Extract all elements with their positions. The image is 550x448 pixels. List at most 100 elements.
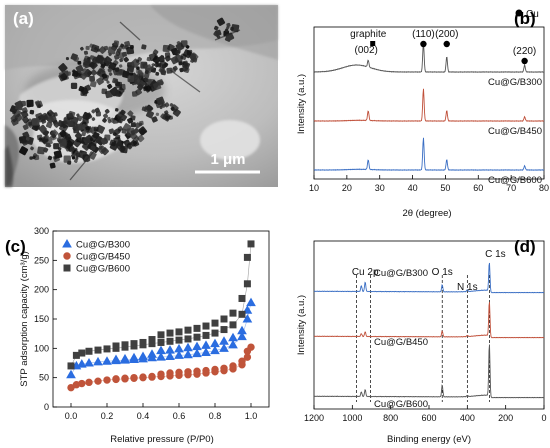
tem-particle bbox=[170, 56, 179, 65]
tem-particle bbox=[29, 109, 35, 115]
tem-particle bbox=[109, 139, 117, 147]
bet-point-cu-g-b450 bbox=[220, 364, 228, 372]
bet-point-cu-g-b450 bbox=[175, 368, 183, 377]
bet-y-tick-label: 50 bbox=[39, 373, 49, 383]
bet-point-cu-g-b450 bbox=[139, 373, 147, 381]
tem-particle bbox=[134, 136, 140, 142]
tem-particle bbox=[102, 117, 107, 123]
xrd-series-label-cu-g-b600: Cu@G/B600 bbox=[488, 175, 542, 186]
tem-particle bbox=[81, 131, 86, 137]
tem-particle bbox=[37, 146, 46, 155]
tem-particle bbox=[51, 133, 57, 139]
bet-point-cu-g-b600 bbox=[202, 331, 210, 339]
xrd-series-label-cu-g-b450: Cu@G/B450 bbox=[488, 126, 542, 137]
bet-y-tick-label: 250 bbox=[34, 255, 49, 265]
panel-label-d: (d) bbox=[514, 237, 536, 256]
tem-graphene-flake bbox=[214, 29, 241, 41]
tem-particle bbox=[178, 61, 183, 66]
tem-particle bbox=[67, 120, 74, 128]
tem-particle bbox=[87, 71, 92, 76]
tem-particle bbox=[96, 124, 105, 134]
xps-x-axis: 1200 1000 800 600 400 200 0 bbox=[304, 405, 547, 423]
xrd-x-tick-label: 70 bbox=[506, 183, 516, 193]
panel-d: (d) 1200 1000 800 600 400 200 0 Binding energy… bbox=[296, 237, 547, 445]
bet-point-cu-g-b300 bbox=[219, 343, 229, 352]
xrd-line-cu-g-b600 bbox=[313, 137, 545, 171]
bet-point-cu-g-b600 bbox=[247, 240, 255, 248]
bet-point-cu-g-b600 bbox=[166, 329, 174, 337]
tem-particle bbox=[115, 108, 119, 112]
panel-c: (c) 0.0 0.2 0.4 0.6 0.8 1.0 0 50 100 150 200 250 300… bbox=[5, 226, 270, 445]
bet-point-cu-g-b600 bbox=[243, 253, 251, 261]
tem-particle bbox=[145, 110, 155, 119]
tem-particle bbox=[127, 110, 134, 117]
tem-particle bbox=[59, 139, 63, 143]
tem-particle bbox=[81, 68, 91, 78]
tem-particle bbox=[107, 119, 112, 124]
bet-x-axis-label: Relative pressure (P/P0) bbox=[110, 434, 213, 445]
xrd-peak-label: graphite bbox=[350, 29, 387, 40]
xps-line-cu-g-b600 bbox=[313, 344, 545, 399]
bet-point-cu-g-b300 bbox=[210, 345, 220, 355]
tem-particle bbox=[126, 46, 135, 55]
tem-particle bbox=[213, 25, 219, 31]
bet-point-cu-g-b450 bbox=[148, 372, 156, 381]
bet-x-tick-label: 1.0 bbox=[245, 411, 258, 421]
tem-particle bbox=[160, 113, 167, 120]
bet-point-cu-g-b600 bbox=[157, 331, 165, 339]
tem-particle bbox=[172, 65, 178, 71]
xrd-x-tick-label: 80 bbox=[539, 183, 549, 193]
xps-reference-lines bbox=[356, 275, 490, 402]
tem-particle bbox=[58, 63, 68, 73]
tem-particle bbox=[119, 64, 123, 68]
tem-particle bbox=[100, 63, 106, 69]
bet-y-tick-label: 150 bbox=[34, 314, 49, 324]
bet-point-cu-g-b300 bbox=[76, 359, 87, 368]
bet-y-tick-label: 100 bbox=[34, 343, 49, 353]
tem-particle bbox=[21, 107, 28, 114]
xps-plot-frame bbox=[313, 240, 545, 410]
tem-particle bbox=[119, 109, 126, 116]
tem-particle bbox=[137, 83, 144, 91]
tem-particle bbox=[129, 72, 134, 77]
tem-particle bbox=[118, 70, 123, 75]
xrd-graphite-marker bbox=[370, 41, 376, 46]
tem-particle bbox=[91, 109, 96, 114]
tem-particle bbox=[83, 50, 89, 55]
tem-particle bbox=[168, 115, 173, 120]
bet-point-cu-g-b600 bbox=[130, 340, 138, 348]
tem-particle bbox=[47, 155, 53, 161]
bet-point-cu-g-b450 bbox=[202, 366, 210, 375]
tem-particle bbox=[155, 71, 160, 76]
tem-particle bbox=[224, 28, 229, 33]
bet-point-cu-g-b600 bbox=[67, 362, 75, 370]
bet-point-cu-g-b600 bbox=[85, 347, 93, 355]
tem-particle bbox=[176, 41, 181, 45]
tem-particle bbox=[26, 99, 34, 108]
xps-x-tick-label: 200 bbox=[498, 413, 513, 423]
tem-particle bbox=[65, 57, 70, 61]
tem-particle bbox=[170, 106, 175, 111]
tem-particle bbox=[98, 145, 103, 150]
xrd-peak-labels: graphite (002) (110) (200) (220) bbox=[350, 29, 536, 65]
tem-particle bbox=[128, 144, 132, 149]
bet-point-cu-g-b300 bbox=[174, 350, 184, 359]
bet-point-cu-g-b450 bbox=[211, 365, 219, 374]
xps-y-axis-label: Intensity (a.u.) bbox=[296, 295, 307, 355]
tem-particle bbox=[153, 82, 162, 91]
tem-particle bbox=[38, 137, 43, 141]
tem-particle bbox=[34, 100, 41, 106]
tem-particle bbox=[13, 109, 22, 118]
bet-point-cu-g-b450 bbox=[184, 368, 192, 376]
tem-particle bbox=[73, 159, 78, 163]
xrd-peak-label: (200) bbox=[435, 29, 458, 40]
bet-point-cu-g-b300 bbox=[183, 349, 193, 359]
bet-point-cu-g-b300 bbox=[242, 313, 253, 323]
tem-particle bbox=[137, 134, 145, 143]
tem-particle bbox=[134, 122, 141, 129]
bet-point-cu-g-b600 bbox=[112, 342, 120, 350]
xrd-x-axis: 10 20 30 40 50 60 70 80 bbox=[309, 175, 549, 193]
xrd-x-tick-label: 30 bbox=[375, 183, 385, 193]
tem-particle bbox=[82, 111, 91, 121]
